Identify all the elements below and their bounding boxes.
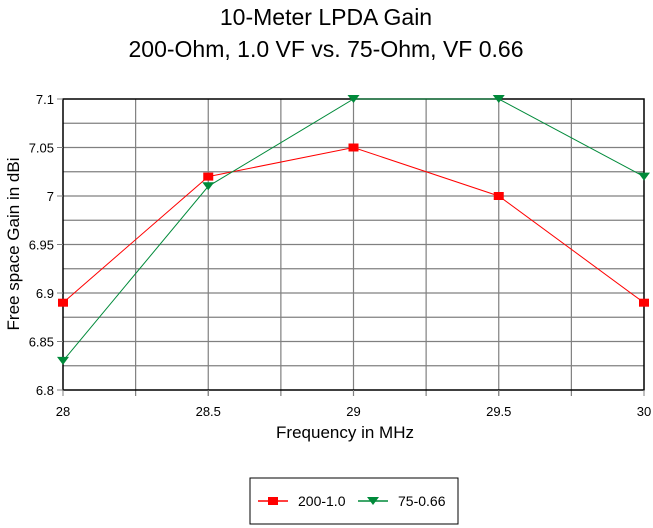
- data-point: [58, 298, 68, 307]
- legend-label-75-0.66: 75-0.66: [398, 493, 446, 509]
- chart-subtitle: 200-Ohm, 1.0 VF vs. 75-Ohm, VF 0.66: [129, 36, 524, 62]
- data-point: [639, 298, 649, 307]
- data-point: [347, 95, 360, 103]
- y-tick-label: 7.05: [29, 141, 54, 156]
- chart-title: 10-Meter LPDA Gain: [220, 4, 432, 30]
- data-point: [638, 172, 650, 181]
- y-tick-label: 6.95: [29, 238, 54, 253]
- x-axis: 28 28.5 29 29.5 30: [56, 390, 651, 419]
- legend-label-200-1.0: 200-1.0: [298, 493, 346, 509]
- series-75-0.66: [57, 95, 650, 365]
- y-tick-label: 6.85: [29, 335, 54, 350]
- series-layer: [57, 95, 650, 365]
- data-point: [203, 172, 214, 181]
- data-point: [57, 356, 69, 365]
- legend-marker-square: [268, 497, 278, 505]
- x-axis-label: Frequency in MHz: [276, 423, 414, 442]
- y-tick-label: 6.9: [36, 286, 54, 301]
- legend: 200-1.0 75-0.66: [249, 477, 459, 525]
- y-tick-label: 7: [47, 189, 54, 204]
- data-point: [348, 143, 359, 152]
- y-tick-label: 6.8: [36, 383, 54, 398]
- y-axis: 6.8 6.85 6.9 6.95 7 7.05 7.1: [29, 92, 63, 398]
- data-point: [202, 182, 215, 191]
- data-point: [492, 95, 505, 103]
- y-axis-label: Free space Gain in dBi: [4, 158, 23, 331]
- x-tick-label: 28: [56, 404, 70, 419]
- y-tick-label: 7.1: [36, 92, 54, 107]
- x-tick-label: 30: [637, 404, 651, 419]
- x-tick-label: 29: [346, 404, 360, 419]
- data-point: [493, 192, 504, 200]
- x-tick-label: 28.5: [196, 404, 221, 419]
- x-tick-label: 29.5: [486, 404, 511, 419]
- legend-marker-triangle: [367, 497, 379, 505]
- series-200-1.0: [58, 143, 649, 307]
